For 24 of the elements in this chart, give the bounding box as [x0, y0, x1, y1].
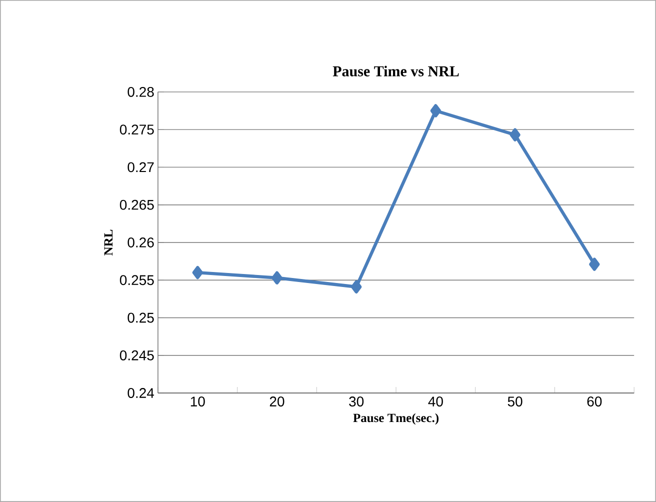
y-tick-label: 0.24 [128, 388, 154, 398]
y-tick-label: 0.245 [120, 350, 154, 360]
point [272, 271, 282, 284]
x-tick-label: 20 [270, 396, 284, 406]
y-tick-label: 0.28 [128, 86, 154, 97]
point [589, 258, 600, 271]
y-axis-title: NRL [104, 230, 113, 256]
x-tick-label: 40 [428, 396, 443, 406]
y-tick-label: 0.255 [120, 275, 154, 286]
x-axis-title: Pause Tme(sec.) [353, 413, 439, 425]
x-tick-label: 30 [349, 396, 364, 406]
point [350, 280, 362, 294]
point [430, 104, 442, 118]
point [510, 128, 520, 142]
x-tick-label: 50 [508, 396, 522, 406]
x-tick-label: 60 [587, 396, 602, 406]
x-tick-label: 10 [190, 396, 205, 406]
y-tick-label: 0.275 [120, 124, 154, 135]
y-tick-label: 0.26 [128, 238, 154, 248]
point [192, 266, 203, 280]
y-tick-label: 0.27 [128, 162, 154, 172]
y-tick-label: 0.25 [128, 312, 154, 323]
y-tick-label: 0.265 [120, 200, 154, 210]
chart-title: Pause Time vs NRL [332, 66, 459, 76]
